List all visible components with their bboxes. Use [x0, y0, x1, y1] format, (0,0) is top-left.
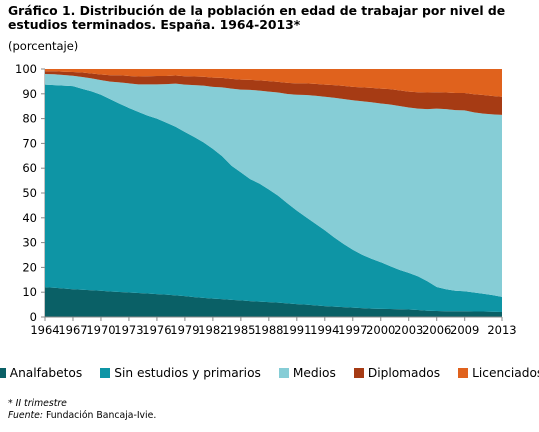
legend-label: Medios: [292, 366, 336, 380]
x-tick-label: 1997: [338, 323, 367, 337]
y-tick-label: 40: [22, 211, 37, 225]
chart-title: Gráfico 1. Distribución de la población …: [8, 3, 506, 32]
x-tick-label: 1970: [86, 323, 115, 337]
legend-swatch: [0, 368, 6, 378]
source-text: Fundación Bancaja-Ivie.: [45, 410, 157, 421]
area-series-5: [45, 69, 502, 97]
legend-label: Analfabetos: [9, 366, 83, 380]
source-note: Fuente: Fundación Bancaja-Ivie.: [8, 410, 156, 422]
y-tick-label: 80: [22, 112, 37, 126]
legend-label: Licenciados: [472, 366, 539, 380]
x-tick-label: 1982: [198, 323, 227, 337]
legend-label: Sin estudios y primarios: [114, 366, 261, 380]
area-series-4: [45, 71, 502, 115]
legend-item: Medios: [278, 366, 336, 380]
plot-areas: [45, 69, 502, 317]
chart-subtitle: (porcentaje): [8, 39, 79, 53]
y-tick-label: 60: [22, 161, 37, 175]
x-tick-label: 1991: [282, 323, 311, 337]
x-axis: 1964196719701973197619791982198519881991…: [30, 316, 517, 337]
legend-item: Sin estudios y primarios: [100, 366, 261, 380]
chart-legend: Analfabetos Sin estudios y primarios Medio…: [0, 366, 539, 380]
x-tick-label: 1988: [254, 323, 283, 337]
legend-swatch: [353, 368, 364, 378]
y-axis: 0 10 20 30 40 50 60 70 80 90 100: [15, 62, 46, 324]
x-tick-label: 2006: [422, 323, 451, 337]
area-series-2: [45, 84, 502, 313]
x-tick-label: 2000: [366, 323, 395, 337]
y-tick-label: 70: [22, 136, 37, 150]
y-tick-label: 10: [22, 285, 37, 299]
x-tick-label: 1967: [58, 323, 87, 337]
area-series-3: [45, 73, 502, 297]
legend-swatch: [100, 368, 111, 378]
legend-swatch: [278, 368, 289, 378]
y-tick-label: 50: [22, 186, 37, 200]
x-tick-label: 1976: [142, 323, 171, 337]
x-tick-label: 1994: [310, 323, 339, 337]
x-tick-label: 2009: [450, 323, 479, 337]
x-tick-label: 1973: [114, 323, 143, 337]
x-tick-label: 1985: [226, 323, 255, 337]
legend-label: Diplomados: [367, 366, 441, 380]
x-tick-label: 2003: [394, 323, 423, 337]
area-series-1: [45, 287, 502, 317]
y-tick-label: 0: [30, 310, 37, 324]
x-tick-label: 2013: [487, 323, 516, 337]
y-tick-label: 90: [22, 87, 37, 101]
y-tick-label: 20: [22, 260, 37, 274]
legend-swatch: [458, 368, 469, 378]
y-tick-label: 30: [22, 236, 37, 250]
x-tick-label: 1964: [30, 323, 59, 337]
footnote: * II trimestre: [8, 398, 67, 409]
legend-item: Licenciados: [458, 366, 539, 380]
source-label: Fuente:: [8, 410, 43, 421]
y-tick-label: 100: [15, 62, 37, 76]
legend-item: Analfabetos: [0, 366, 82, 380]
legend-item: Diplomados: [353, 366, 441, 380]
x-tick-label: 1979: [170, 323, 199, 337]
